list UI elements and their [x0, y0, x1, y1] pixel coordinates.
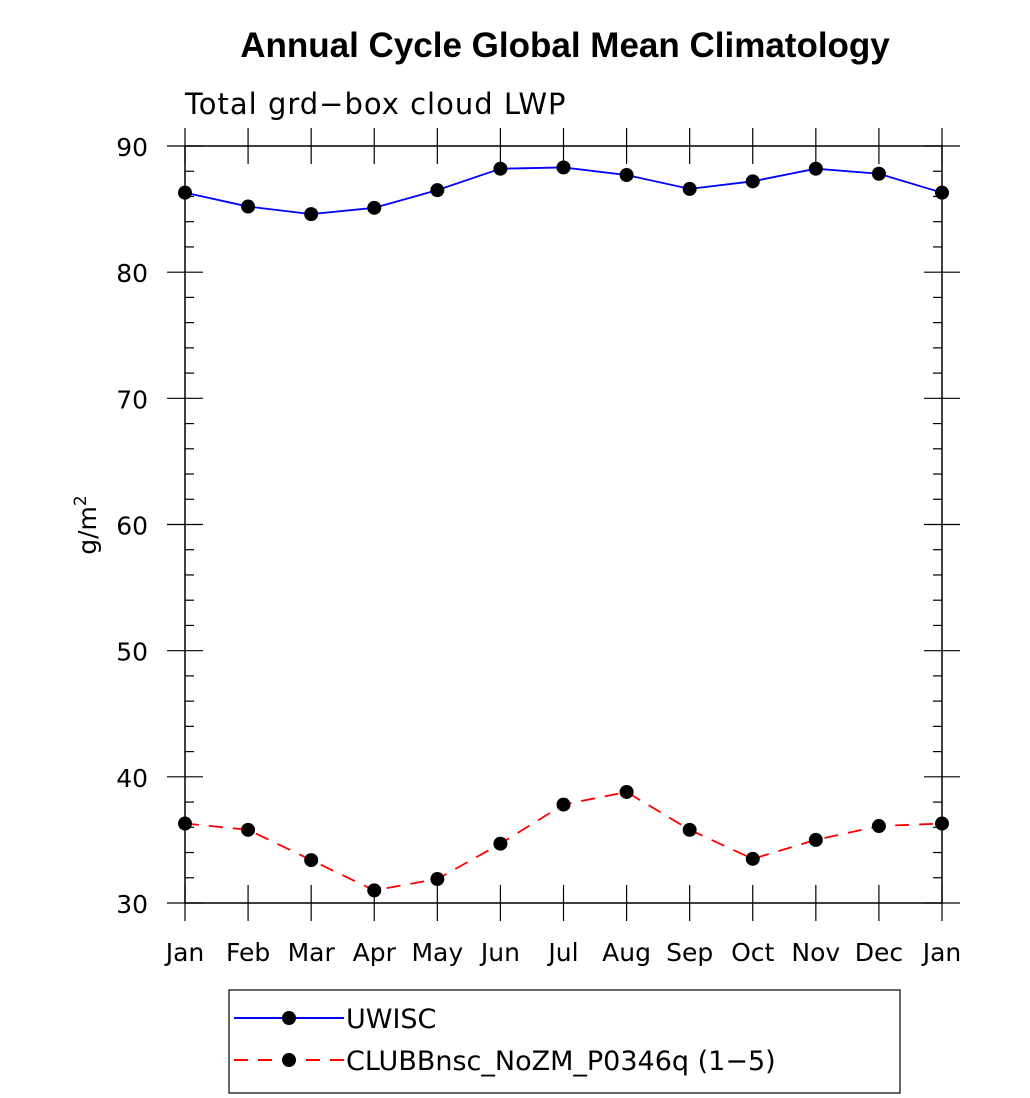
legend: UWISC CLUBBnsc_NoZM_P0346q (1−5) [228, 989, 901, 1094]
series-point-0 [178, 185, 192, 200]
x-tick-label: Apr [353, 938, 397, 967]
series-point-0 [556, 160, 571, 175]
y-axis-label-sup: 2 [71, 495, 91, 506]
x-tick-label: Dec [855, 938, 903, 967]
series-point-0 [619, 168, 634, 183]
y-axis-label: g/m2 [71, 495, 102, 554]
series-point-0 [745, 174, 760, 189]
x-tick-label: May [411, 938, 463, 967]
svg-text:g/m2: g/m2 [71, 495, 102, 554]
legend-label-clubb: CLUBBnsc_NoZM_P0346q (1−5) [346, 1046, 776, 1077]
y-tick-label: 80 [116, 259, 148, 288]
series-group [178, 160, 949, 898]
series-point-0 [430, 183, 445, 198]
series-point-1 [682, 822, 697, 837]
series-point-1 [430, 872, 445, 887]
series-point-1 [556, 797, 571, 812]
x-tick-label: Aug [602, 938, 651, 967]
x-tick-label: Feb [226, 938, 270, 967]
series-point-1 [619, 784, 634, 799]
x-tick-label: Jul [546, 938, 578, 967]
series-point-1 [493, 836, 508, 851]
series-line-0 [184, 166, 943, 216]
series-point-1 [367, 883, 382, 898]
series-point-0 [808, 161, 823, 176]
series-point-1 [745, 851, 760, 866]
series-point-1 [808, 832, 823, 847]
legend-label-uwisc: UWISC [346, 1004, 436, 1035]
plot-frame [184, 145, 943, 904]
x-tick-label: Jun [479, 938, 520, 967]
series-point-0 [241, 199, 256, 214]
series-point-1 [871, 819, 886, 834]
series-point-1 [935, 816, 949, 831]
y-tick-label: 90 [116, 133, 148, 162]
x-tick-label: Oct [731, 938, 774, 967]
series-point-0 [682, 181, 697, 196]
chart-subtitle: Total grd−box cloud LWP [184, 87, 567, 121]
y-axis: 30 40 50 60 70 80 90 [116, 133, 960, 919]
x-tick-label: Jan [921, 938, 962, 967]
legend-marker-uwisc [282, 1011, 296, 1025]
x-tick-label: Sep [666, 938, 713, 967]
series-point-0 [871, 166, 886, 181]
series-point-0 [935, 185, 949, 200]
x-tick-label: Nov [791, 938, 840, 967]
legend-box [228, 989, 901, 1094]
x-tick-label: Mar [288, 938, 336, 967]
y-tick-label: 30 [116, 890, 148, 919]
legend-marker-clubb [282, 1053, 296, 1067]
x-axis: Jan Feb Mar Apr May Jun Jul Aug Sep Oct Nov Dec Jan [164, 128, 962, 967]
series-point-0 [493, 161, 508, 176]
series-point-1 [241, 822, 256, 837]
chart-title: Annual Cycle Global Mean Climatology [240, 26, 890, 65]
series-point-0 [304, 207, 319, 222]
y-tick-label: 70 [116, 385, 148, 414]
series-point-1 [178, 816, 192, 831]
series-point-1 [304, 853, 319, 868]
y-tick-label: 50 [116, 638, 148, 667]
y-tick-label: 40 [116, 764, 148, 793]
y-tick-label: 60 [116, 512, 148, 541]
x-tick-label: Jan [164, 938, 205, 967]
y-axis-label-text: g/m [73, 506, 102, 555]
series-point-0 [367, 200, 382, 215]
